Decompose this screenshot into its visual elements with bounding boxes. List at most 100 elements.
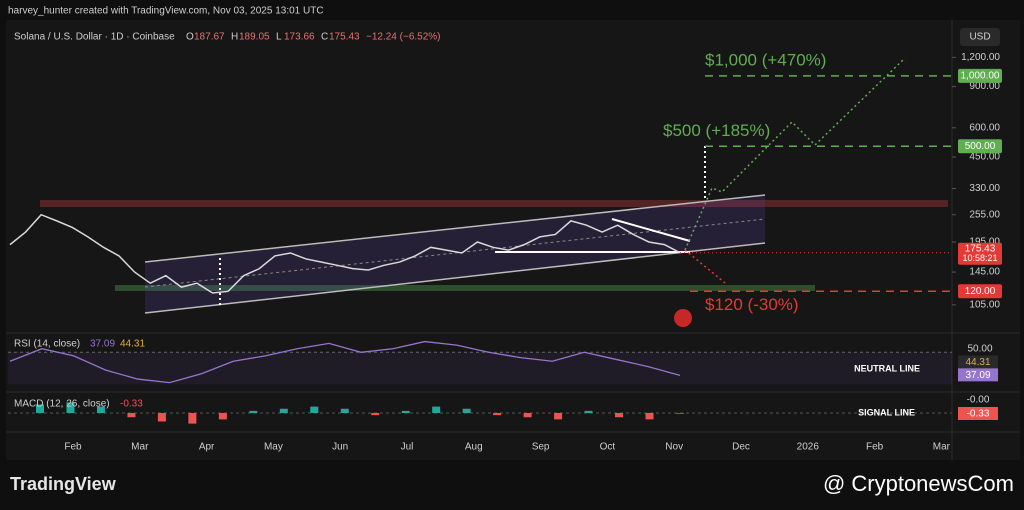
channel-top [144,194,766,263]
projection [684,57,906,251]
symbol: Solana / U.S. Dollar · 1D · Coinbase [14,32,175,43]
macd-bar [554,413,563,420]
y-tick-label: 450.00 [969,152,1000,163]
y-tick-label: 600.00 [969,122,1000,133]
y-tick-label: 1,200.00 [961,52,1000,63]
x-tick-label: Apr [199,442,215,453]
x-tick-label: Jun [332,442,348,453]
x-tick-label: Feb [64,442,82,453]
ohlc-label: L [276,32,282,43]
price-tag [958,242,1002,265]
event-icon[interactable] [674,309,692,327]
channel-bottom [144,242,766,314]
target-label: $120 (-30%) [705,295,799,314]
ohlc-value: 189.05 [239,32,270,43]
x-tick-label: Nov [665,442,683,453]
macd-bar [127,413,136,418]
x-tick-label: Jul [401,442,414,453]
rsi-ma: 44.31 [120,339,145,350]
x-tick-label: Aug [465,442,483,453]
price-tag [958,68,1002,83]
rsi-band [8,352,952,385]
macd-bar [188,413,197,424]
macd-bar [676,413,684,414]
chart-panel [6,20,1020,460]
currency[interactable]: USD [969,32,990,43]
y-tick-label: 330.00 [969,183,1000,194]
x-tick-label: Oct [600,442,616,453]
countdown: 10:58:21 [962,253,997,263]
x-tick-label: Sep [532,442,550,453]
macd-bar [66,402,75,413]
macd-bar [218,413,227,420]
currency-button[interactable] [960,28,1000,46]
author-line: harvey_hunter created with TradingView.c… [8,6,324,17]
macd-value-label: -0.33 [967,409,990,420]
rsi-value: 37.09 [90,339,115,350]
rsi-value-label: 37.09 [965,370,990,381]
target-label: $1,000 (+470%) [705,50,826,69]
price-tag-label: 500.00 [965,141,996,152]
price-line [9,213,681,294]
macd-title: MACD (12, 26, close) [14,399,110,410]
x-tick-label: Feb [866,442,884,453]
macd-bar [432,406,441,413]
rsi-tag [958,368,998,382]
y-tick-label: 105.00 [969,300,1000,311]
y-tick-label: 195.00 [969,237,1000,248]
rsi-level-label: 50.00 [967,344,992,355]
rsi-ma-label: 44.31 [965,357,990,368]
projection [684,249,726,284]
x-tick-label: Dec [732,442,750,453]
macd-bar [615,413,624,418]
price-tag [958,139,1002,154]
macd-tag [958,407,998,420]
channel-mid [144,218,766,288]
macd-bar [401,410,410,413]
ohlc-label: C [321,32,328,43]
ohlc-value: 173.66 [284,32,315,43]
rsi-title: RSI (14, close) [14,339,80,350]
x-tick-label: Mar [131,442,149,453]
y-tick-label: 145.00 [969,267,1000,278]
price-tag-label: 120.00 [965,286,996,297]
last-price: 175.43 [965,243,996,254]
channel [145,195,765,313]
signal-name: SIGNAL LINE [858,407,915,417]
macd-bar [584,410,593,413]
macd-bar [340,408,349,413]
x-tick-label: 2026 [797,442,820,453]
support-zone [115,285,815,291]
macd-bar [462,408,471,413]
macd-bar [645,413,654,420]
triangle-top [611,218,691,242]
macd-bar [371,413,380,416]
macd-bar [36,404,44,413]
macd-bar [279,408,288,413]
level-name: NEUTRAL LINE [854,363,920,373]
ohlc-value: 175.43 [329,32,360,43]
target-label: $500 (+185%) [663,121,770,140]
price-tag-label: 1,000.00 [961,71,1000,82]
macd-value: -0.33 [120,399,143,410]
macd-bar [493,413,502,416]
ohlc-label: H [231,32,238,43]
rsi-line [9,340,681,384]
y-tick-label: 900.00 [969,81,1000,92]
change: −12.24 (−6.52%) [366,32,441,43]
macd-bar [249,410,258,413]
y-tick-label: 255.00 [969,209,1000,220]
macd-bar [523,413,532,418]
ohlc-value: 187.67 [194,32,225,43]
resistance-zone [40,200,948,207]
macd-bar [96,406,105,413]
footer-brand: @ CryptonewsCom [823,471,1014,496]
x-tick-label: Mar [933,442,951,453]
macd-zero-label: -0.00 [967,395,990,406]
rsi-ma-tag [958,355,998,369]
macd-bar [157,413,166,422]
price-tag [958,284,1002,299]
ohlc-label: O [186,32,194,43]
footer-logo: TradingView [10,474,117,494]
